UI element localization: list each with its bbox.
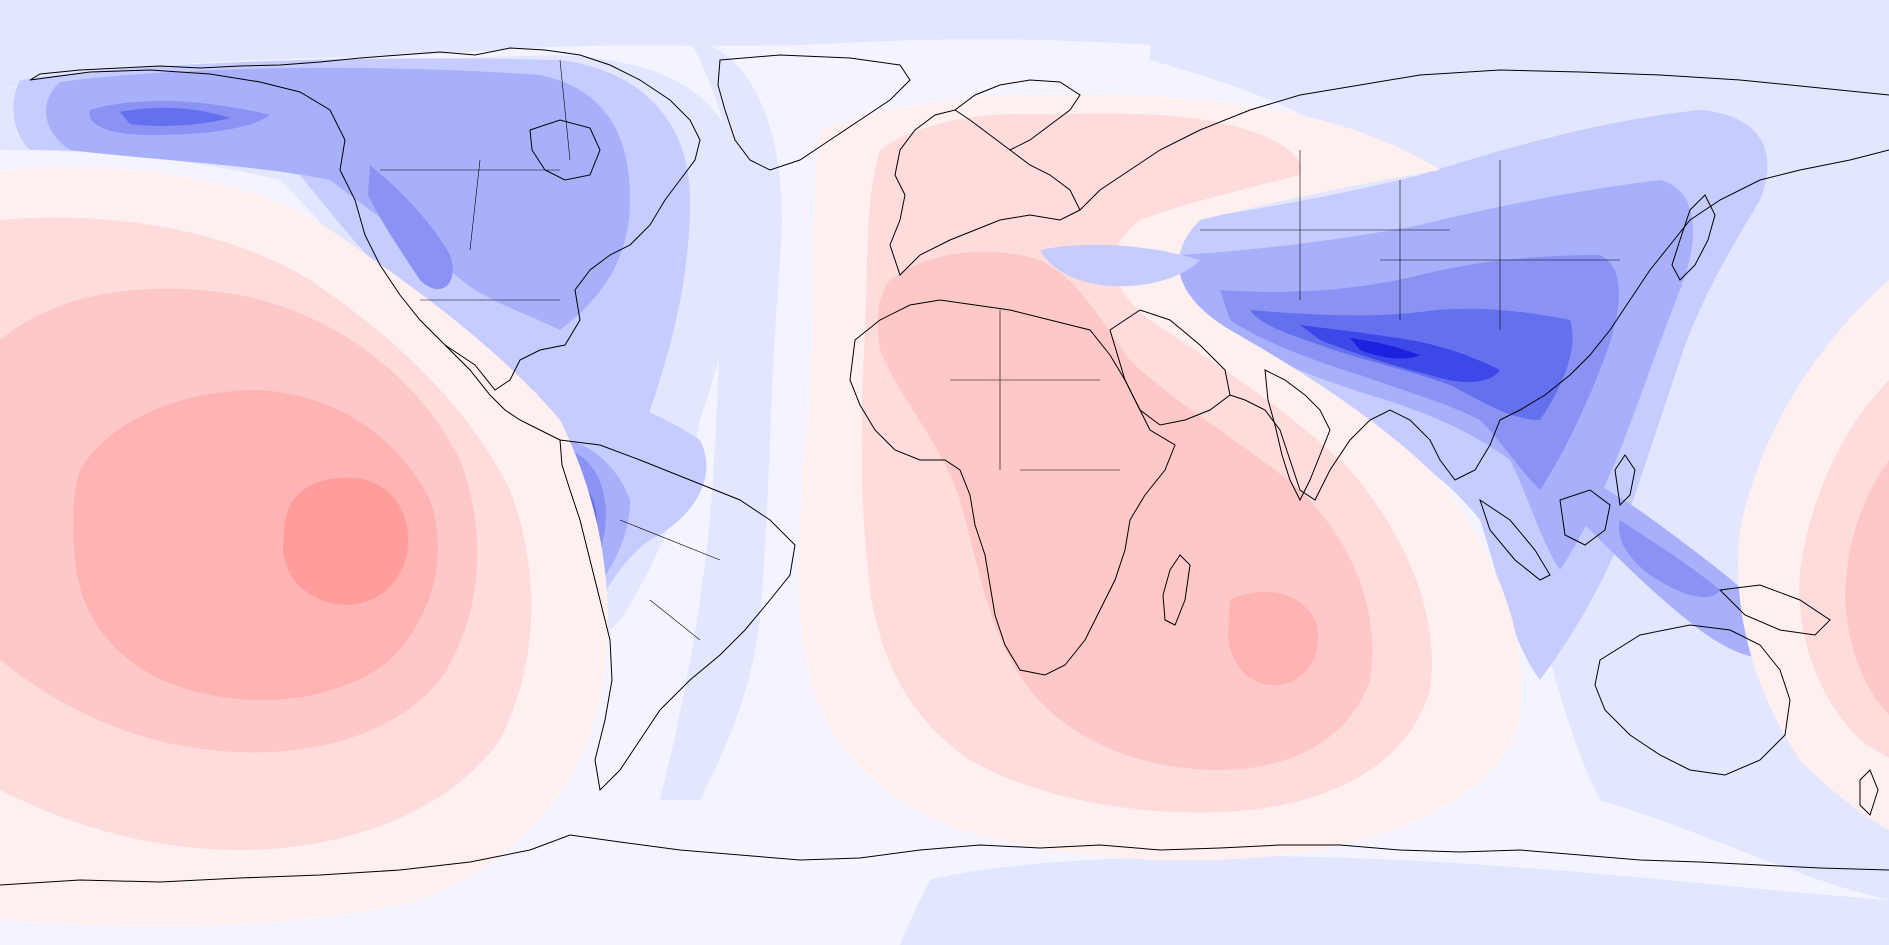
coastline-africa (849, 299, 1176, 676)
blue-middle-east-tongue (1040, 244, 1200, 287)
coastline-central-america (444, 344, 561, 441)
coastline-sumatra (1479, 498, 1551, 581)
coastline-madagascar (1162, 554, 1191, 626)
coastline-new-zealand (1859, 769, 1879, 816)
coastline-greenland (717, 54, 911, 171)
red-band-east-edge-3 (1845, 460, 1889, 715)
red-band-pacific-core (283, 477, 409, 605)
blue-band-maritime-2 (1619, 520, 1720, 598)
coastline-north-america (29, 47, 701, 391)
red-band-europe (875, 113, 1060, 231)
red-band-africa-core (1228, 591, 1319, 686)
coastline-layer (0, 47, 1889, 886)
coastline-philippines (1614, 454, 1636, 507)
blue-band-asia-core (1350, 338, 1420, 359)
blue-band-arctic (0, 0, 1889, 110)
blue-band-antarctic (900, 856, 1889, 945)
blue-band-rockies (368, 165, 453, 290)
border-lines (380, 59, 1620, 641)
positive-anomaly-layer (0, 93, 1889, 926)
coastline-new-guinea (1718, 584, 1831, 636)
red-band-pacific-4 (73, 390, 438, 700)
coastline-japan (1671, 194, 1716, 281)
coastline-borneo (1559, 489, 1611, 546)
blue-band-atlantic-strip (660, 40, 782, 800)
overlay-blue-layer (1040, 244, 1200, 287)
coastline-scandinavia (954, 79, 1081, 151)
coastline-asia (1079, 69, 1889, 501)
coastline-arabia (1109, 309, 1231, 426)
coastline-india (1264, 369, 1331, 502)
coastline-south-america (559, 439, 796, 792)
blue-band-alaska-core (120, 107, 230, 126)
coastline-hudson-bay (529, 119, 601, 181)
coastline-australia (1594, 624, 1791, 776)
coastline-antarctica (0, 834, 1889, 886)
